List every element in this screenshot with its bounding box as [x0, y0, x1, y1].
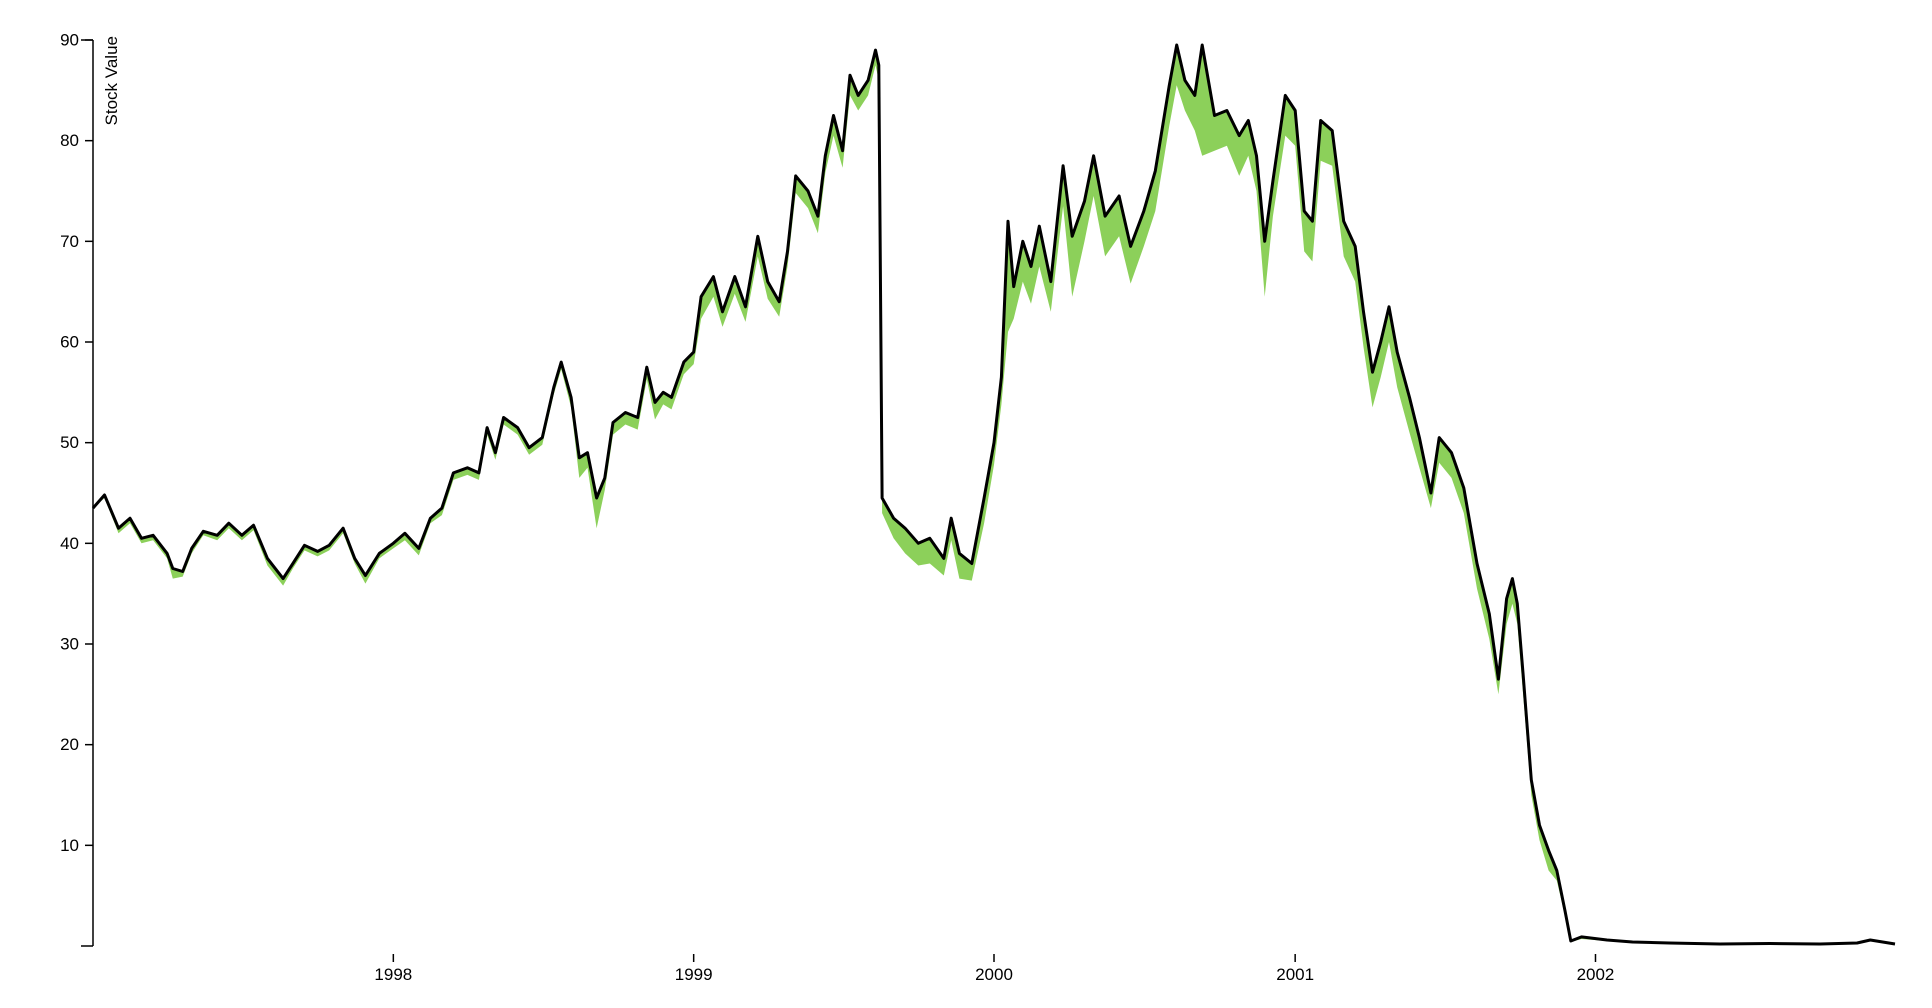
y-tick-label: 90	[60, 31, 79, 50]
y-tick-label: 70	[60, 232, 79, 251]
x-tick-label: 2002	[1577, 965, 1615, 984]
y-axis: 10 20 30 40 50 60 70 80 90	[60, 31, 94, 947]
plot-area	[91, 43, 1896, 946]
close-series-line	[91, 43, 1896, 946]
y-tick-label: 30	[60, 635, 79, 654]
x-tick-label: 1998	[374, 965, 412, 984]
y-tick-label: 60	[60, 333, 79, 352]
y-tick-label: 50	[60, 433, 79, 452]
x-axis: 1998 1999 2000 2001 2002	[374, 954, 1614, 984]
x-tick-label: 2001	[1276, 965, 1314, 984]
y-tick-label: 80	[60, 131, 79, 150]
y-axis-label: Stock Value	[102, 36, 121, 125]
y-tick-label: 40	[60, 534, 79, 553]
y-tick-label: 20	[60, 735, 79, 754]
low-band-area	[93, 45, 1895, 945]
x-tick-label: 2000	[975, 965, 1013, 984]
y-tick-label: 10	[60, 836, 79, 855]
x-tick-label: 1999	[675, 965, 713, 984]
